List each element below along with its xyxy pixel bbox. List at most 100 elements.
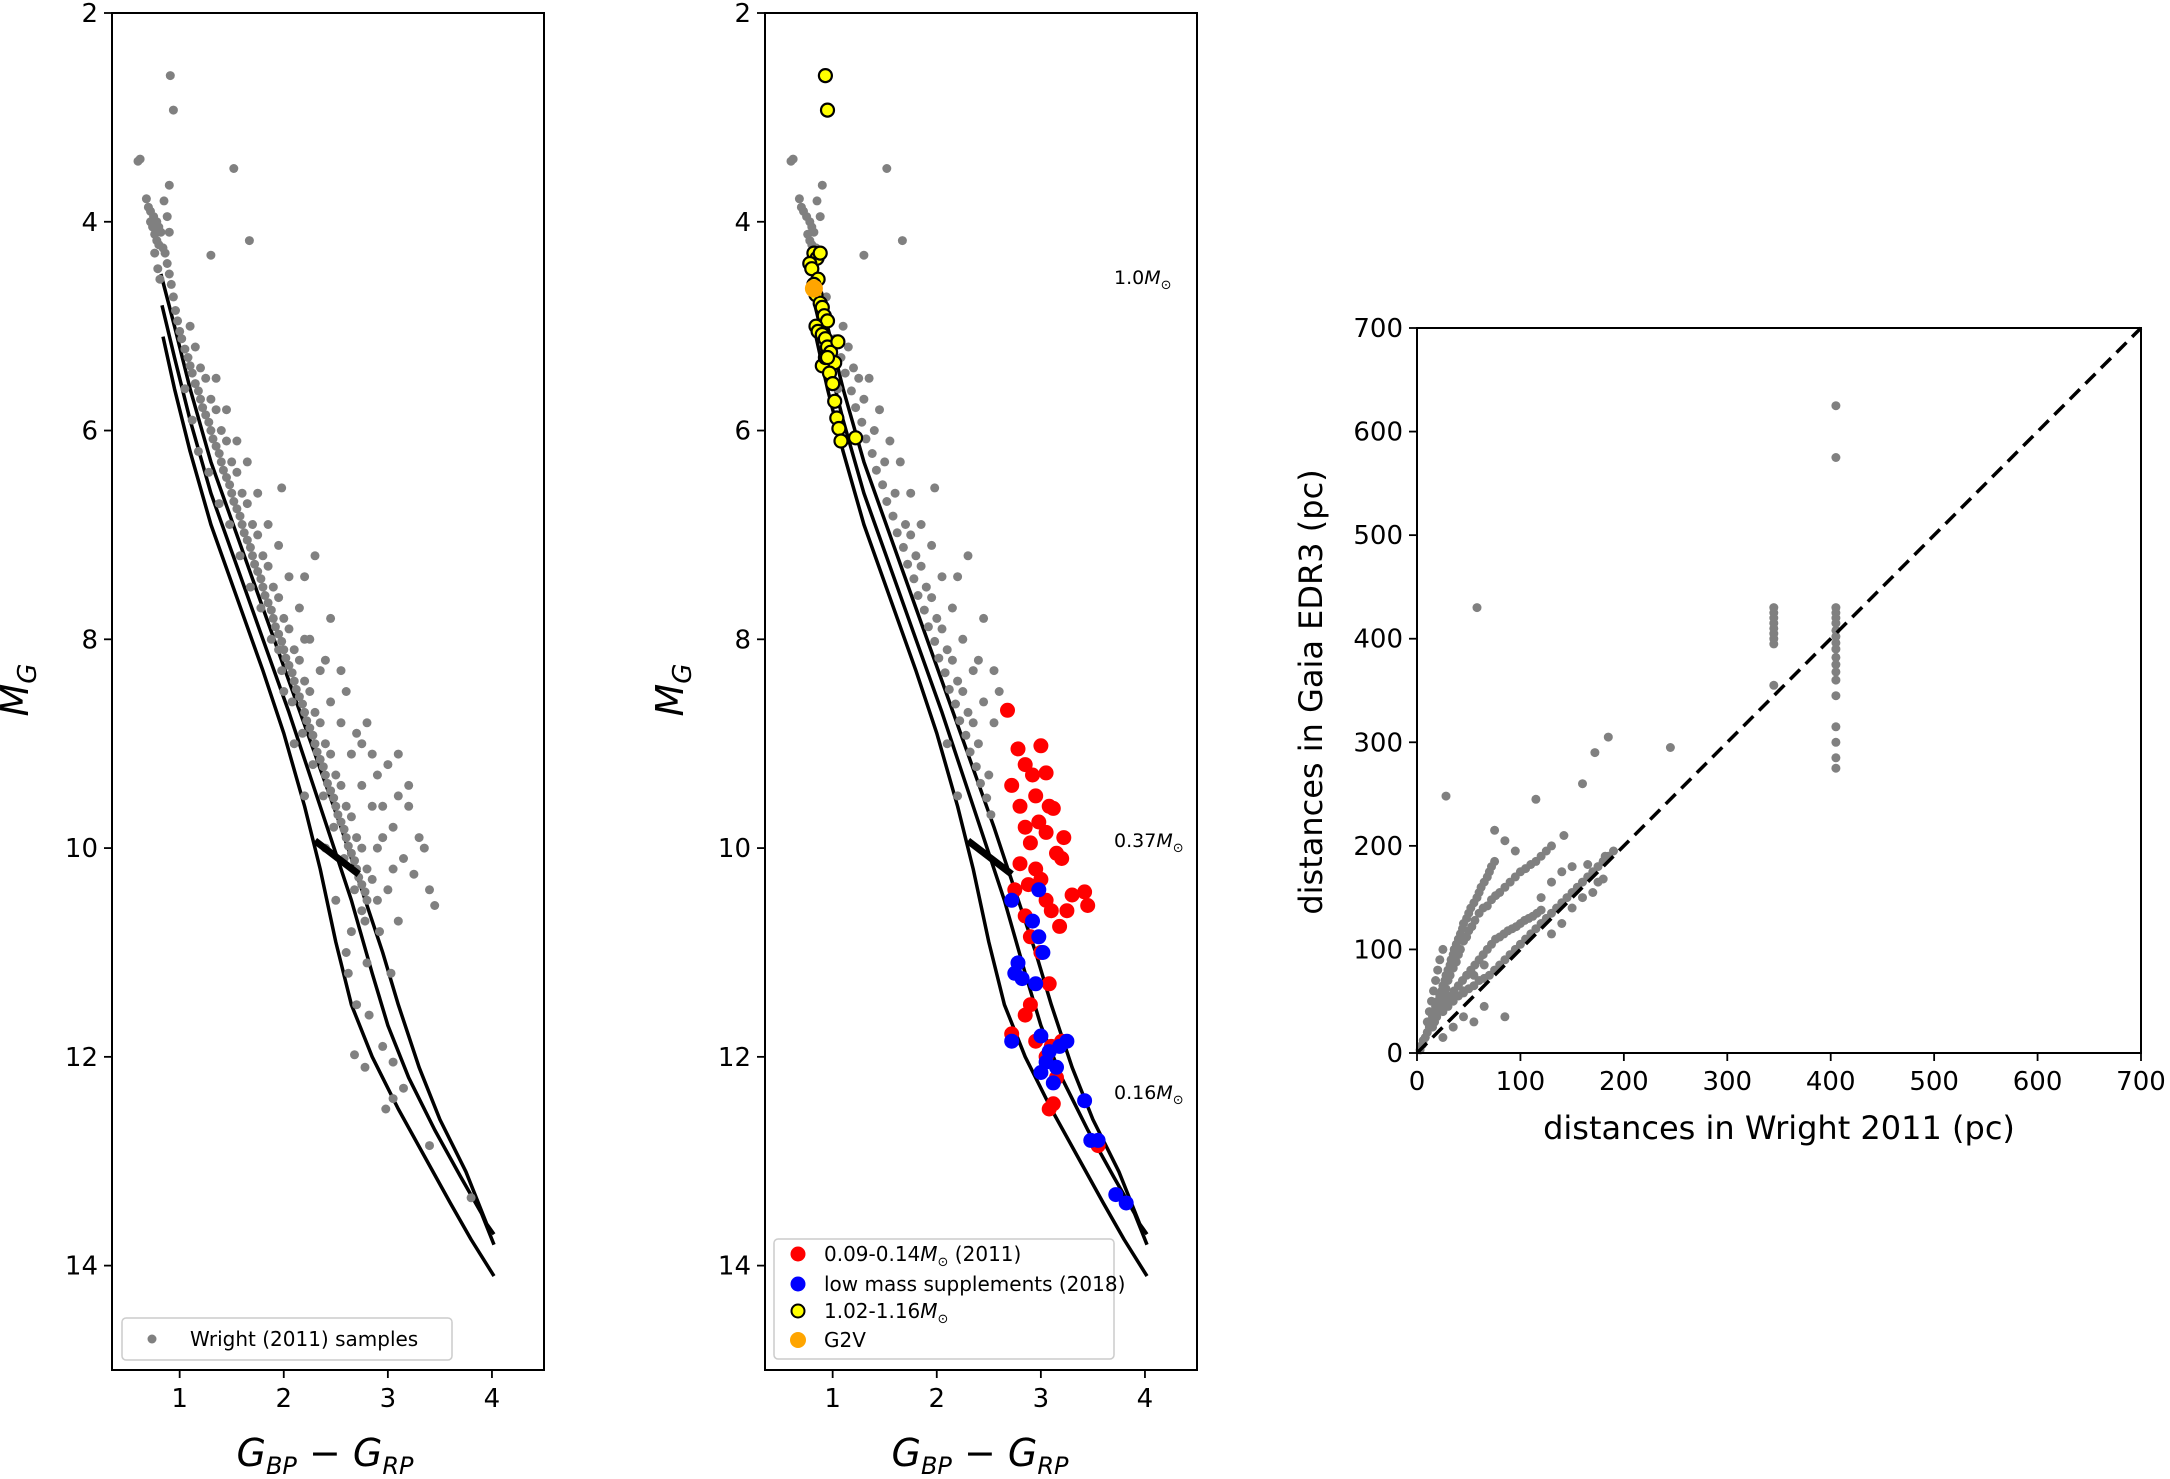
- data-point-wright: [159, 196, 169, 206]
- y-tick-label: 100: [1353, 935, 1403, 965]
- data-point-wright: [362, 958, 372, 968]
- data-point-wright: [300, 676, 310, 686]
- data-point-wright: [930, 483, 940, 493]
- data-point-wright: [190, 342, 200, 352]
- x-tick-label: 4: [1137, 1384, 1154, 1414]
- data-point-wright: [794, 194, 804, 204]
- y-tick-label: 0: [1386, 1039, 1403, 1069]
- data-point-wright: [1831, 691, 1841, 701]
- data-point-wright: [222, 405, 231, 415]
- data-point-wright: [1459, 986, 1468, 996]
- panel-2-legend-label-orange: G2V: [824, 1328, 866, 1352]
- data-point-wright: [375, 927, 384, 937]
- data-point-wright: [150, 248, 160, 258]
- panel-2-scatter-points: [786, 67, 1134, 1211]
- data-point-wright: [300, 791, 310, 801]
- data-point-wright: [341, 948, 351, 957]
- data-point-wright: [305, 723, 315, 733]
- data-point-red: [1004, 777, 1020, 793]
- data-point-wright: [315, 754, 325, 764]
- data-point-wright: [331, 895, 341, 905]
- data-point-wright: [1510, 846, 1520, 856]
- data-point-wright: [294, 603, 304, 613]
- data-point-wright: [343, 968, 353, 978]
- x-tick-label: 600: [2013, 1067, 2063, 1097]
- panel-2-annotation-0-37-msun: 0.37M⊙: [1114, 830, 1184, 856]
- data-point-wright: [352, 833, 362, 843]
- data-point-wright: [281, 653, 291, 663]
- data-point-wright: [214, 499, 224, 509]
- data-point-red: [1012, 856, 1028, 872]
- panel-1-axes-frame: [111, 12, 545, 1371]
- isochrone-middle: [813, 304, 1149, 1246]
- data-point-wright: [279, 687, 289, 696]
- data-point-wright: [346, 927, 356, 937]
- data-point-wright: [362, 864, 372, 874]
- y-tick-label: 6: [81, 417, 98, 447]
- data-point-wright: [963, 707, 973, 717]
- data-point-wright: [173, 316, 183, 326]
- panel-1-legend-marker-wright: [147, 1334, 157, 1344]
- data-point-wright: [1831, 737, 1841, 747]
- data-point-wright: [913, 591, 923, 600]
- data-point-wright: [383, 885, 393, 895]
- panel-2-y-axis-label: MG: [648, 664, 698, 717]
- data-point-wright: [367, 801, 377, 811]
- data-point-red: [1080, 898, 1096, 913]
- data-point-wright: [882, 164, 892, 173]
- data-point-wright: [944, 684, 954, 694]
- data-point-wright: [1472, 603, 1482, 613]
- data-point-wright: [362, 718, 372, 728]
- data-point-wright: [947, 603, 957, 613]
- y-tick-label: 8: [734, 625, 751, 655]
- data-point-wright: [1831, 753, 1841, 763]
- data-point-wright: [882, 497, 892, 506]
- data-point-wright: [1603, 732, 1613, 742]
- data-point-wright: [168, 292, 178, 302]
- data-point-wright: [218, 465, 228, 475]
- data-point-wright: [204, 467, 214, 477]
- data-point-wright: [206, 426, 216, 435]
- x-tick-label: 700: [2116, 1067, 2166, 1097]
- data-point-yellow: [830, 334, 846, 350]
- data-point-wright: [466, 1193, 476, 1203]
- panel-2-legend-label-red: 0.09-0.14M⊙ (2011): [824, 1242, 1021, 1270]
- data-point-wright: [1469, 970, 1479, 980]
- data-point-wright: [867, 449, 877, 458]
- data-point-wright: [994, 687, 1004, 696]
- data-point-wright: [859, 250, 869, 260]
- data-point-wright: [1479, 1001, 1489, 1011]
- data-point-wright: [1441, 791, 1451, 801]
- data-point-wright: [300, 572, 310, 582]
- data-point-wright: [1665, 743, 1675, 752]
- data-point-wright: [393, 749, 403, 759]
- data-point-wright: [1455, 944, 1465, 954]
- data-point-wright: [277, 483, 287, 493]
- data-point-red: [1054, 851, 1070, 866]
- data-point-yellow: [812, 245, 828, 261]
- data-point-wright: [1831, 660, 1841, 670]
- data-point-wright: [164, 227, 174, 237]
- data-point-wright: [1435, 955, 1445, 965]
- panel-1-legend: Wright (2011) samples: [121, 1317, 453, 1361]
- data-point-wright: [165, 71, 175, 81]
- panel-2-legend-label-yellow: 1.02-1.16M⊙: [824, 1299, 948, 1327]
- data-point-wright: [326, 613, 336, 623]
- data-point-wright: [300, 707, 310, 717]
- data-point-wright: [895, 457, 905, 467]
- data-point-wright: [1500, 1012, 1510, 1022]
- data-point-wright: [843, 342, 853, 352]
- isochrone-middle: [160, 304, 496, 1246]
- x-tick-label: 2: [928, 1384, 945, 1414]
- data-point-red: [1038, 765, 1054, 781]
- data-point-wright: [1609, 846, 1618, 856]
- data-point-wright: [1831, 453, 1841, 462]
- data-point-blue: [1031, 929, 1047, 945]
- data-point-wright: [976, 778, 985, 788]
- data-point-red: [1038, 824, 1054, 840]
- data-point-wright: [336, 718, 346, 728]
- data-point-wright: [1831, 763, 1841, 773]
- data-point-wright: [1578, 893, 1587, 903]
- data-point-wright: [185, 361, 195, 371]
- panel-3-ticks: 0 100 200 300 400 500 600 700 0 100 200 300 400 500 60…: [1353, 314, 2165, 1097]
